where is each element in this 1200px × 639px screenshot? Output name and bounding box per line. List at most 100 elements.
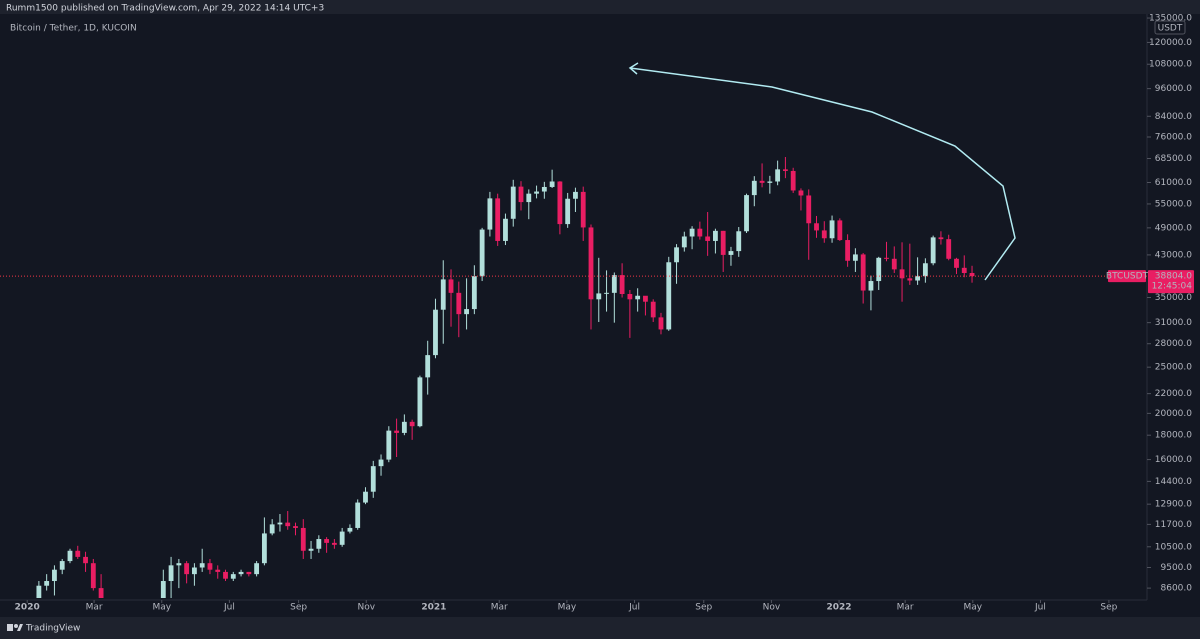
candle-body bbox=[946, 239, 952, 259]
y-tick-label: 22000.0 bbox=[1155, 389, 1192, 399]
candle-body bbox=[534, 191, 539, 194]
y-tick-label: 43000.0 bbox=[1155, 250, 1192, 260]
y-tick-label: 18000.0 bbox=[1155, 431, 1192, 441]
x-tick-label: Sep bbox=[1100, 603, 1117, 613]
x-tick-label: May bbox=[964, 603, 983, 613]
candle-body bbox=[456, 292, 462, 315]
candle-body bbox=[619, 275, 625, 295]
candle-body bbox=[775, 169, 781, 182]
footer-brand: TradingView bbox=[25, 624, 80, 634]
candle-body bbox=[611, 275, 617, 293]
candle-body bbox=[526, 193, 532, 203]
candle-body bbox=[627, 294, 633, 300]
y-tick-label: 49000.0 bbox=[1155, 223, 1192, 233]
candle-body bbox=[355, 502, 361, 528]
countdown-label: 12:45:04 bbox=[1152, 282, 1193, 292]
candle-body bbox=[238, 571, 244, 575]
candle-body bbox=[285, 522, 291, 527]
footer-bar bbox=[0, 617, 1200, 639]
candle-body bbox=[44, 581, 50, 586]
candle-body bbox=[269, 524, 275, 534]
candle-body bbox=[36, 585, 42, 598]
candle-body bbox=[549, 181, 555, 187]
x-tick-label: 2022 bbox=[827, 603, 852, 613]
x-tick-label: Mar bbox=[491, 603, 508, 613]
candle-body bbox=[565, 198, 571, 225]
candle-body bbox=[814, 223, 819, 231]
candle-body bbox=[845, 240, 851, 261]
candle-body bbox=[316, 539, 322, 549]
currency-box bbox=[1154, 20, 1186, 35]
arrow-head bbox=[628, 62, 639, 75]
arrow-line bbox=[629, 67, 1016, 281]
candle-body bbox=[246, 571, 252, 575]
candle-body bbox=[207, 563, 213, 570]
candle-body bbox=[658, 317, 664, 330]
candle-body bbox=[907, 278, 913, 281]
candle-body bbox=[425, 355, 431, 378]
candle-body bbox=[604, 292, 609, 294]
x-tick-label: Jul bbox=[628, 603, 640, 613]
candle-body bbox=[331, 542, 337, 545]
candle-body bbox=[401, 421, 407, 433]
candle-body bbox=[417, 377, 423, 427]
candle-body bbox=[573, 191, 578, 199]
y-tick-label: 8600.0 bbox=[1161, 584, 1193, 594]
x-tick-label: Nov bbox=[357, 603, 375, 613]
candle-body bbox=[370, 466, 376, 492]
x-tick-label: 2020 bbox=[15, 603, 40, 613]
candle-body bbox=[884, 257, 889, 259]
candle-body bbox=[223, 571, 228, 579]
candle-body bbox=[83, 556, 88, 564]
candle-body bbox=[471, 276, 477, 310]
header-bar bbox=[0, 0, 1200, 14]
candle-body bbox=[230, 574, 236, 579]
logo-mark bbox=[14, 624, 18, 628]
candle-body bbox=[487, 198, 493, 230]
candle-body bbox=[798, 190, 804, 196]
candle-body bbox=[744, 195, 749, 232]
candle-body bbox=[899, 269, 905, 279]
axes: 8600.0 9500.0 10500.0 11700.0 12900.0 14400.0… bbox=[15, 14, 1194, 613]
logo-mark bbox=[7, 624, 13, 631]
y-tick-label: 68500.0 bbox=[1155, 154, 1192, 164]
y-tick-label: 120000.0 bbox=[1149, 38, 1192, 48]
candle-body bbox=[938, 237, 944, 240]
candle-body bbox=[52, 569, 57, 582]
price-badge bbox=[1148, 270, 1194, 294]
x-tick-label: Sep bbox=[290, 603, 307, 613]
y-tick-label: 9500.0 bbox=[1161, 563, 1193, 573]
candle-body bbox=[751, 180, 757, 196]
candle-body bbox=[891, 258, 897, 270]
candle-body bbox=[829, 220, 835, 239]
x-tick-label: 2021 bbox=[421, 603, 446, 613]
y-tick-label: 84000.0 bbox=[1155, 112, 1192, 122]
candle-body bbox=[961, 267, 967, 274]
candle-body bbox=[433, 309, 438, 356]
candle-body bbox=[697, 228, 703, 237]
candle-body bbox=[728, 251, 734, 255]
y-tick-label: 55000.0 bbox=[1155, 199, 1192, 209]
candle-body bbox=[580, 191, 586, 228]
y-tick-label: 14400.0 bbox=[1155, 477, 1192, 487]
candle-body bbox=[915, 276, 921, 281]
candle-body bbox=[922, 263, 928, 277]
y-tick-label: 96000.0 bbox=[1155, 84, 1192, 94]
y-tick-label: 35000.0 bbox=[1155, 293, 1192, 303]
symbol-label: BTCUSDT bbox=[1106, 272, 1149, 282]
candle-body bbox=[479, 229, 485, 277]
candle-body bbox=[806, 195, 812, 224]
candle-body bbox=[324, 539, 330, 543]
candle-body bbox=[557, 181, 563, 225]
candle-body bbox=[464, 309, 469, 315]
candle-body bbox=[67, 550, 73, 562]
candle-body bbox=[852, 254, 858, 261]
candle-body bbox=[674, 247, 679, 263]
candle-body bbox=[448, 279, 454, 293]
candle-body bbox=[98, 588, 104, 598]
candle-body bbox=[782, 169, 788, 171]
x-tick-label: May bbox=[152, 603, 171, 613]
candle-body bbox=[495, 198, 501, 241]
candle-body bbox=[720, 230, 726, 255]
